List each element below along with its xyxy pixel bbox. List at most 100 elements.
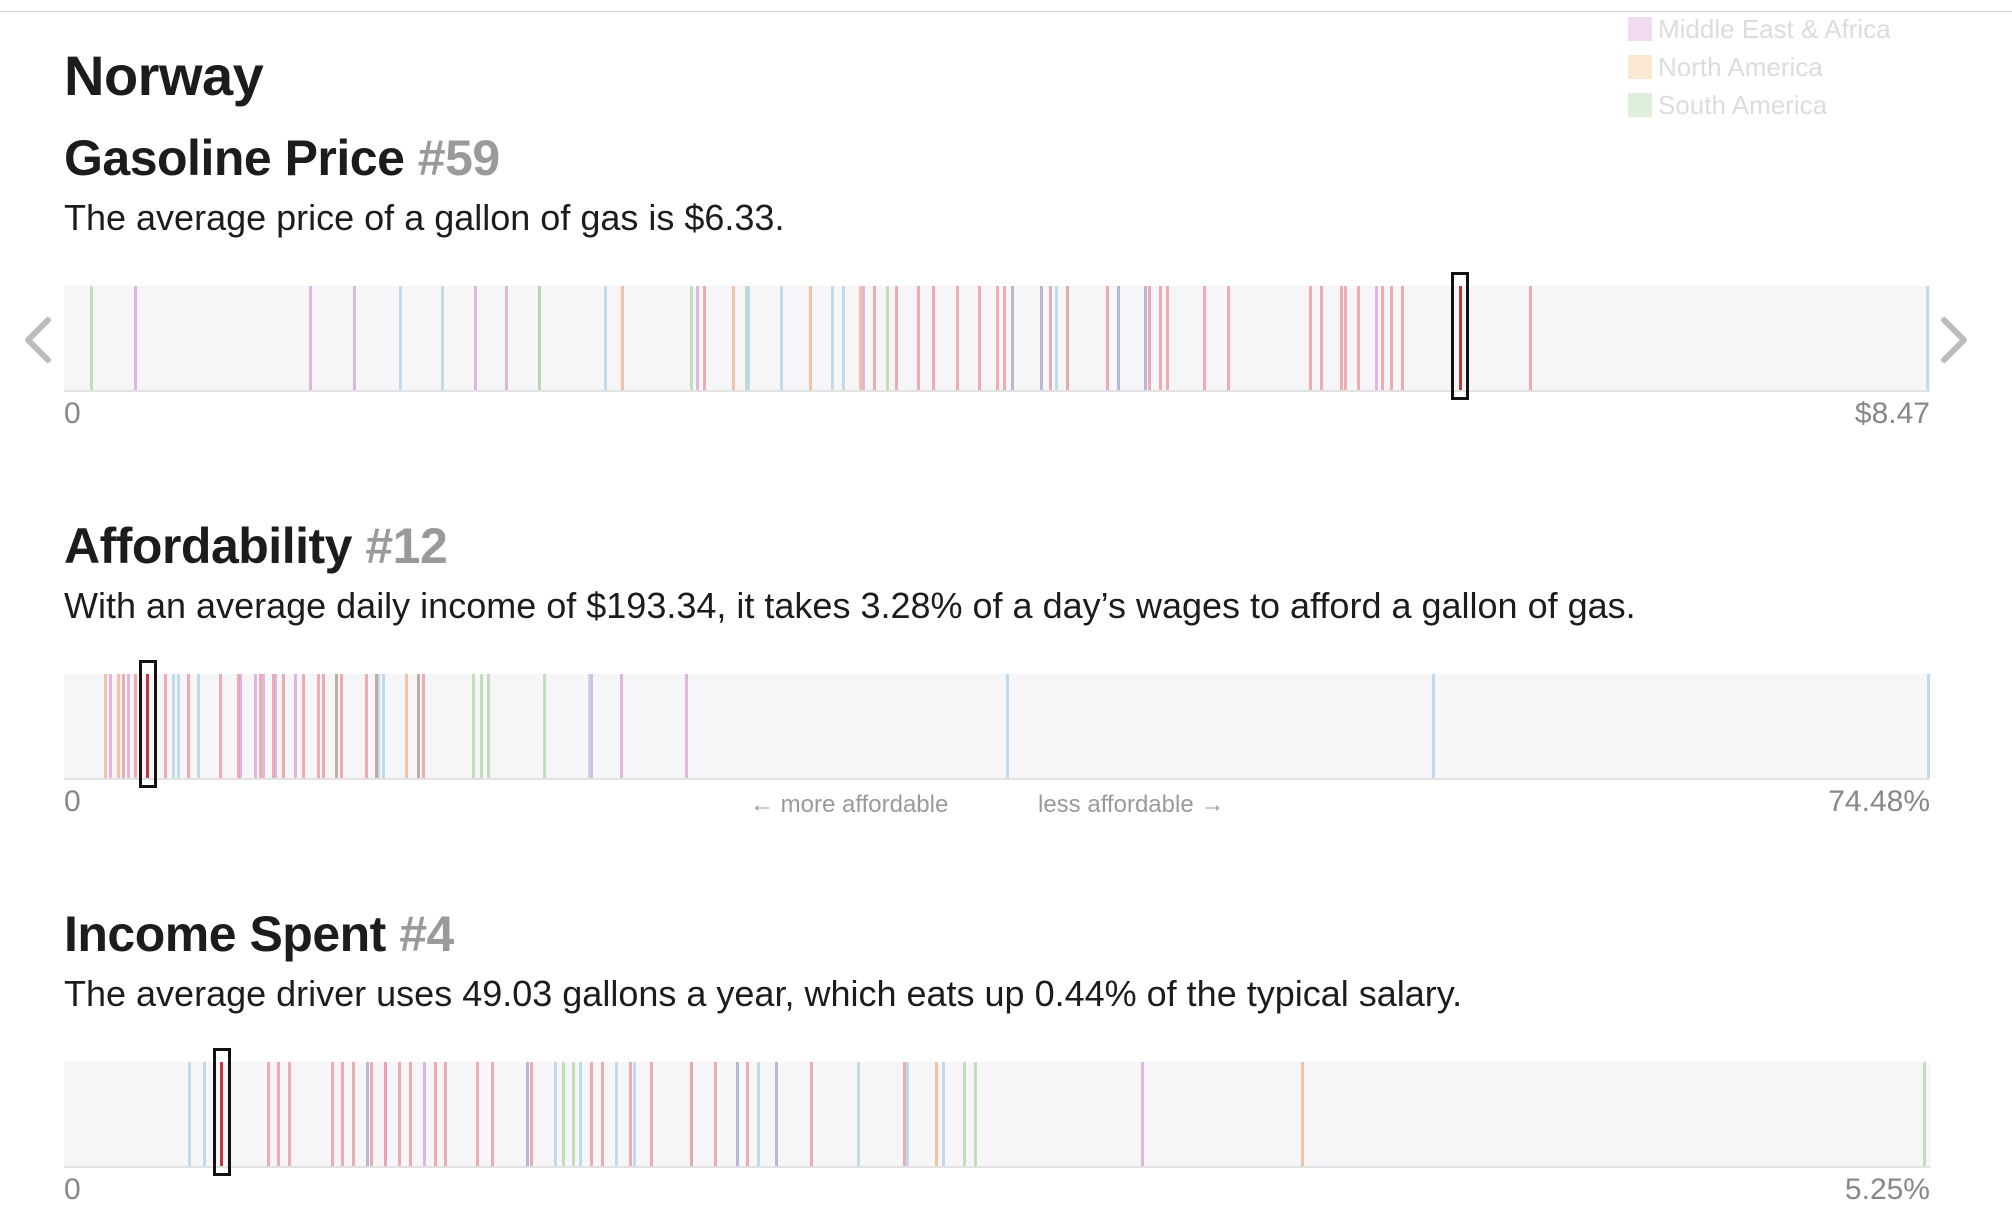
country-tick[interactable] [334,674,338,778]
country-tick[interactable] [542,674,546,778]
country-tick[interactable] [1922,1062,1926,1166]
country-tick[interactable] [861,286,865,390]
country-tick[interactable] [1308,286,1312,390]
country-tick[interactable] [978,286,982,390]
country-tick[interactable] [374,674,378,778]
country-tick[interactable] [281,674,285,778]
country-tick[interactable] [1300,1062,1304,1166]
country-tick[interactable] [364,674,368,778]
country-tick[interactable] [621,286,625,390]
country-tick[interactable] [1357,286,1361,390]
country-tick[interactable] [116,674,120,778]
country-tick[interactable] [408,1062,412,1166]
country-tick[interactable] [339,674,343,778]
country-tick[interactable] [274,674,278,778]
country-tick[interactable] [941,1062,945,1166]
country-tick[interactable] [600,1062,604,1166]
country-tick[interactable] [956,286,960,390]
country-tick[interactable] [650,1062,654,1166]
country-tick[interactable] [885,286,889,390]
country-tick[interactable] [906,1062,910,1166]
country-tick[interactable] [164,674,168,778]
country-tick[interactable] [1319,286,1323,390]
country-tick[interactable] [261,674,265,778]
country-tick[interactable] [422,674,426,778]
country-tick[interactable] [121,674,125,778]
country-tick[interactable] [632,1062,636,1166]
country-tick[interactable] [537,286,541,390]
country-tick[interactable] [219,674,223,778]
highlight-tick[interactable] [146,674,150,778]
country-tick[interactable] [872,286,876,390]
next-arrow-icon[interactable] [1934,310,1974,370]
country-tick[interactable] [479,674,483,778]
country-tick[interactable] [1140,1062,1144,1166]
country-tick[interactable] [1202,286,1206,390]
country-tick[interactable] [1117,286,1121,390]
country-tick[interactable] [176,674,180,778]
country-tick[interactable] [856,1062,860,1166]
country-tick[interactable] [134,674,138,778]
country-tick[interactable] [236,674,240,778]
country-tick[interactable] [1529,286,1533,390]
country-tick[interactable] [810,1062,814,1166]
country-tick[interactable] [1066,286,1070,390]
country-tick[interactable] [308,286,312,390]
country-tick[interactable] [916,286,920,390]
country-tick[interactable] [422,1062,426,1166]
country-tick[interactable] [1006,674,1010,778]
country-tick[interactable] [126,674,130,778]
country-tick[interactable] [629,1062,633,1166]
country-tick[interactable] [859,286,863,390]
country-tick[interactable] [932,286,935,390]
country-tick[interactable] [404,674,408,778]
country-tick[interactable] [1343,286,1347,390]
country-tick[interactable] [702,286,706,390]
country-tick[interactable] [963,1062,967,1166]
country-tick[interactable] [696,286,700,390]
country-tick[interactable] [685,674,689,778]
country-tick[interactable] [1011,286,1015,390]
country-tick[interactable] [444,1062,448,1166]
country-tick[interactable] [1925,286,1929,390]
country-tick[interactable] [473,286,477,390]
country-tick[interactable] [554,1062,558,1166]
country-tick[interactable] [774,1062,778,1166]
country-tick[interactable] [808,286,812,390]
country-tick[interactable] [1431,674,1435,778]
country-tick[interactable] [779,286,783,390]
country-tick[interactable] [1106,286,1110,390]
country-tick[interactable] [1390,286,1394,390]
country-tick[interactable] [746,286,750,390]
country-tick[interactable] [440,286,444,390]
country-tick[interactable] [1374,286,1378,390]
country-tick[interactable] [398,1062,402,1166]
country-tick[interactable] [382,674,386,778]
country-tick[interactable] [196,674,200,778]
country-tick[interactable] [689,1062,693,1166]
country-tick[interactable] [472,674,476,778]
country-tick[interactable] [830,286,834,390]
country-tick[interactable] [254,674,258,778]
country-tick[interactable] [579,1062,583,1166]
country-tick[interactable] [757,1062,761,1166]
highlight-tick[interactable] [1458,286,1462,390]
country-tick[interactable] [277,1062,281,1166]
country-tick[interactable] [383,1062,387,1166]
country-tick[interactable] [1381,286,1385,390]
country-tick[interactable] [1227,286,1231,390]
country-tick[interactable] [294,674,298,778]
country-tick[interactable] [377,674,381,778]
country-tick[interactable] [398,286,402,390]
country-tick[interactable] [202,1062,206,1166]
country-tick[interactable] [902,1062,906,1166]
country-tick[interactable] [1158,286,1162,390]
country-tick[interactable] [1147,286,1151,390]
country-tick[interactable] [1339,286,1343,390]
country-tick[interactable] [266,1062,270,1166]
country-tick[interactable] [620,674,624,778]
country-tick[interactable] [561,1062,565,1166]
country-tick[interactable] [587,674,591,778]
country-tick[interactable] [1401,286,1405,390]
country-tick[interactable] [186,674,190,778]
